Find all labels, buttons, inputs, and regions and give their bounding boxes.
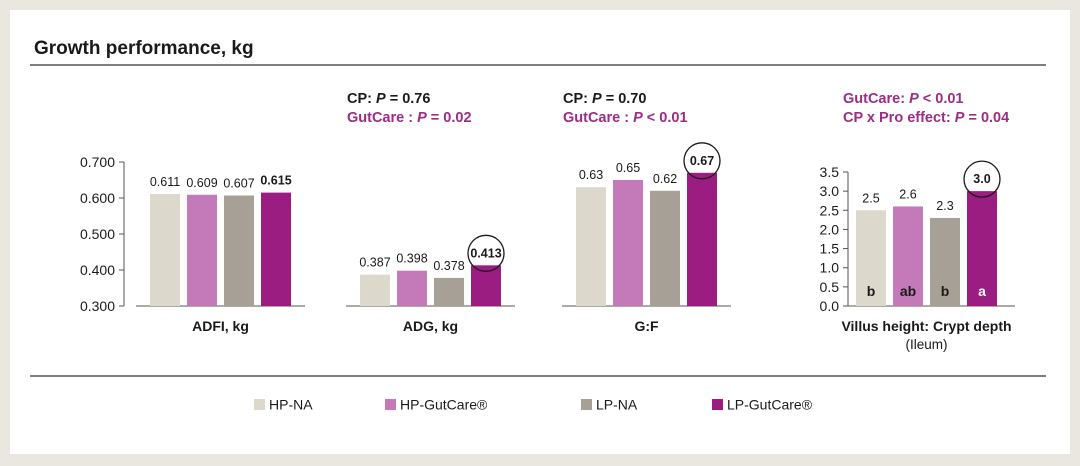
bar-value-label: 0.387	[359, 256, 390, 270]
significance-letter: b	[867, 283, 876, 299]
bar-0	[150, 194, 180, 306]
significance-letter: a	[978, 283, 986, 299]
legend-label: LP-NA	[596, 397, 638, 413]
bar-0	[856, 210, 886, 306]
legend-swatch	[254, 399, 265, 410]
bar-group-2: 0.63 0.65 0.62 0.67 G:F CP: P = 0.70 GutCare :…	[562, 91, 731, 334]
group-xlabel: ADG, kg	[403, 318, 458, 334]
bar-value-label: 0.413	[470, 246, 501, 260]
right-tick-label: 0.0	[820, 298, 840, 314]
right-tick-label: 0.5	[820, 279, 840, 295]
highlight-circle	[963, 160, 1001, 198]
legend-swatch	[385, 399, 396, 410]
bar-2	[930, 217, 960, 306]
legend-item-0: HP-NA	[254, 397, 313, 413]
legend-label: HP-NA	[269, 397, 313, 413]
right-tick-label: 2.0	[820, 221, 840, 237]
highlight-circle	[683, 142, 721, 180]
legend-swatch	[712, 399, 723, 410]
bar-2	[224, 195, 254, 306]
bar-value-label: 3.0	[973, 172, 990, 186]
right-tick-label: 1.5	[820, 241, 840, 257]
bar-0	[576, 187, 606, 306]
bar-group-1: 0.387 0.398 0.378 0.413 ADG, kg CP: P = 0.76 G…	[346, 91, 515, 334]
bar-1	[187, 194, 217, 306]
right-y-axis: 0.0 0.5 1.0 1.5 2.0 2.5 3.0 3.5	[820, 164, 849, 314]
bar-value-label: 0.67	[690, 154, 714, 168]
legend-label: HP-GutCare®	[400, 397, 488, 413]
left-tick-label: 0.700	[80, 154, 115, 170]
legend-swatch	[581, 399, 592, 410]
left-tick-label: 0.500	[80, 226, 115, 242]
growth-performance-chart: Growth performance, kg 0.3000.4000.5000.…	[30, 38, 1046, 413]
right-tick-label: 1.0	[820, 260, 840, 276]
left-tick-label: 0.300	[80, 298, 115, 314]
legend: HP-NA HP-GutCare® LP-NA LP-GutCare®	[254, 397, 813, 413]
highlight-circle	[467, 234, 505, 272]
bar-value-label: 0.63	[579, 168, 603, 182]
bar-value-label: 0.609	[186, 176, 217, 190]
legend-item-1: HP-GutCare®	[385, 397, 488, 413]
bar-value-label: 0.607	[223, 176, 254, 190]
bar-1	[613, 180, 643, 306]
left-y-axis: 0.300 0.400 0.500 0.600 0.700	[80, 154, 125, 314]
bar-3	[967, 191, 997, 306]
significance-letter: b	[941, 283, 950, 299]
right-tick-label: 3.0	[820, 183, 840, 199]
left-tick-label: 0.600	[80, 190, 115, 206]
bar-1	[893, 206, 923, 306]
bar-value-label: 2.3	[936, 199, 953, 213]
right-tick-label: 3.5	[820, 164, 840, 180]
left-tick-label: 0.400	[80, 262, 115, 278]
bar-value-label: 0.611	[150, 175, 180, 189]
stat-annotation: GutCare: P < 0.01	[843, 91, 964, 107]
bar-2	[434, 277, 464, 306]
group-xlabel: Villus height: Crypt depth	[841, 318, 1011, 334]
stat-annotation: CP x Pro effect: P = 0.04	[843, 110, 1009, 126]
bar-value-label: 0.615	[260, 174, 291, 188]
right-tick-label: 2.5	[820, 202, 840, 218]
bar-2	[650, 190, 680, 306]
bar-group-3: 2.5 b 2.6 ab 2.3 b 3.0 a Villus height: Crypt de…	[841, 91, 1015, 352]
stat-annotation: GutCare : P < 0.01	[563, 110, 688, 126]
group-xlabel-sub: (Ileum)	[905, 337, 947, 352]
legend-item-3: LP-GutCare®	[712, 397, 813, 413]
bar-value-label: 0.398	[396, 252, 427, 266]
group-xlabel: ADFI, kg	[192, 318, 249, 334]
figure-panel: Growth performance, kg 0.300 0.400 0.500 0.…	[10, 10, 1070, 454]
bar-value-label: 0.62	[653, 172, 677, 186]
bar-1	[397, 270, 427, 306]
bar-value-label: 0.65	[616, 161, 640, 175]
bar-value-label: 2.6	[899, 187, 916, 201]
legend-item-2: LP-NA	[581, 397, 638, 413]
bar-value-label: 2.5	[862, 191, 879, 205]
legend-label: LP-GutCare®	[727, 397, 813, 413]
bar-3	[687, 172, 717, 306]
group-xlabel: G:F	[634, 318, 659, 334]
chart-title: Growth performance, kg	[34, 38, 254, 59]
stat-annotation: CP: P = 0.76	[347, 91, 430, 107]
stat-annotation: GutCare : P = 0.02	[347, 110, 472, 126]
bar-3	[471, 265, 501, 306]
significance-letter: ab	[900, 283, 916, 299]
bar-value-label: 0.378	[433, 259, 464, 273]
bar-group-0: 0.611 0.609 0.607 0.615 ADFI, kg	[136, 174, 305, 334]
stat-annotation: CP: P = 0.70	[563, 91, 646, 107]
bar-0	[360, 274, 390, 306]
bar-3	[261, 192, 291, 306]
